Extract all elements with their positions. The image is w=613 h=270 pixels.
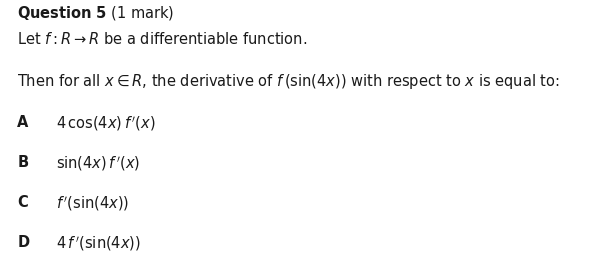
Text: $4\,\cos (4x)\, f\,'(x)$: $4\,\cos (4x)\, f\,'(x)$ <box>56 115 156 133</box>
Text: $4\, f\,'(\sin (4x))$: $4\, f\,'(\sin (4x))$ <box>56 235 142 253</box>
Text: B: B <box>17 155 28 170</box>
Text: D: D <box>17 235 29 250</box>
Text: Then for all $x \in R$, the derivative of $f\,(\sin (4x))$ with respect to $x$ i: Then for all $x \in R$, the derivative o… <box>17 72 560 90</box>
Text: C: C <box>17 195 28 210</box>
Text: $\sin (4x)\, f\,'(x)$: $\sin (4x)\, f\,'(x)$ <box>56 155 141 173</box>
Text: $\mathbf{Question\ 5}$ (1 mark): $\mathbf{Question\ 5}$ (1 mark) <box>17 4 175 22</box>
Text: A: A <box>17 115 29 130</box>
Text: Let $f : R \rightarrow R$ be a differentiable function.: Let $f : R \rightarrow R$ be a different… <box>17 31 308 47</box>
Text: $f\,'(\sin (4x))$: $f\,'(\sin (4x))$ <box>56 195 130 213</box>
